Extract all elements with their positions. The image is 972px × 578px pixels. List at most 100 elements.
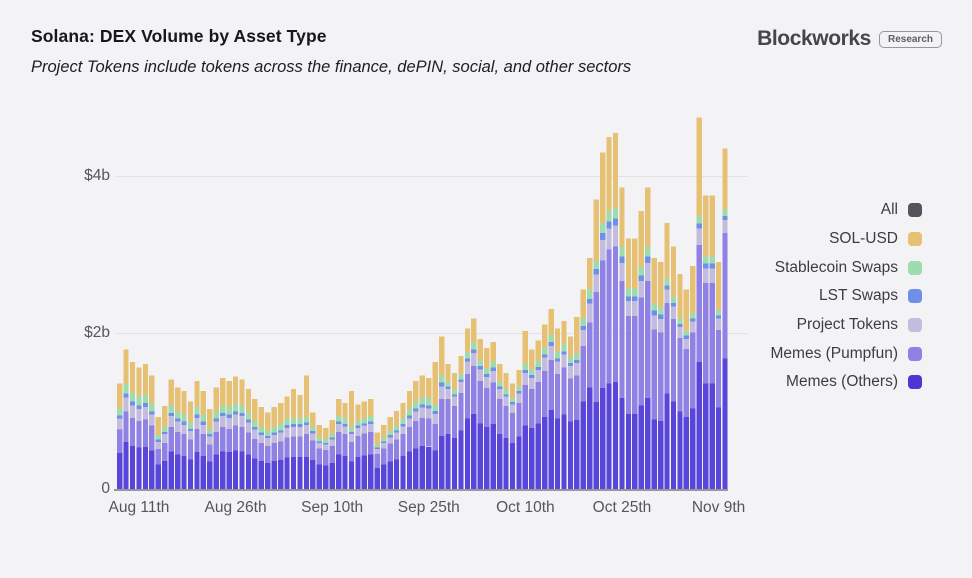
bar-segment[interactable] (561, 414, 567, 489)
bar-segment[interactable] (451, 389, 458, 395)
bar-segment[interactable] (271, 460, 277, 489)
bar-segment[interactable] (529, 427, 535, 489)
bar-segment[interactable] (129, 405, 136, 418)
bar-segment[interactable] (342, 434, 348, 457)
bar-segment[interactable] (258, 460, 264, 489)
bar-segment[interactable] (200, 421, 207, 425)
bar-segment[interactable] (445, 386, 451, 389)
bar-segment[interactable] (400, 418, 406, 425)
bar-segment[interactable] (419, 397, 425, 405)
bar-segment[interactable] (522, 363, 529, 371)
bar-segment[interactable] (670, 302, 677, 307)
bar-segment[interactable] (387, 435, 393, 438)
bar-segment[interactable] (239, 405, 245, 414)
bar-segment[interactable] (361, 433, 368, 456)
bar-segment[interactable] (258, 442, 264, 461)
bar-segment[interactable] (419, 375, 425, 398)
bar-segment[interactable] (232, 403, 239, 412)
bar-segment[interactable] (612, 207, 619, 219)
bar-segment[interactable] (207, 434, 213, 437)
bar-segment[interactable] (496, 388, 503, 400)
bar-segment[interactable] (715, 315, 722, 319)
bar-segment[interactable] (213, 411, 219, 419)
bar-segment[interactable] (355, 427, 361, 436)
bar-segment[interactable] (361, 417, 368, 424)
bar-segment[interactable] (290, 456, 297, 489)
bar-segment[interactable] (400, 434, 406, 457)
bar-segment[interactable] (516, 436, 522, 489)
bar-segment[interactable] (451, 396, 458, 407)
bar-segment[interactable] (542, 354, 548, 358)
bar-segment[interactable] (477, 369, 483, 382)
bar-segment[interactable] (323, 444, 329, 450)
bar-segment[interactable] (213, 387, 219, 412)
bar-segment[interactable] (574, 316, 580, 354)
bar-segment[interactable] (278, 424, 284, 431)
bar-segment[interactable] (226, 414, 232, 418)
bar-segment[interactable] (342, 426, 348, 435)
bar-segment[interactable] (471, 349, 477, 353)
bar-segment[interactable] (587, 289, 593, 299)
bar-segment[interactable] (232, 411, 239, 415)
bar-segment[interactable] (187, 459, 194, 489)
bar-segment[interactable] (303, 434, 310, 457)
bar-segment[interactable] (284, 418, 290, 425)
bar-segment[interactable] (297, 427, 303, 437)
bar-segment[interactable] (554, 328, 561, 353)
bar-segment[interactable] (174, 421, 181, 432)
bar-segment[interactable] (509, 404, 516, 414)
bar-segment[interactable] (638, 405, 644, 489)
bar-segment[interactable] (316, 424, 322, 438)
bar-segment[interactable] (593, 291, 599, 403)
bar-segment[interactable] (419, 445, 425, 489)
legend-item-memes-pumpfun[interactable]: Memes (Pumpfun) (771, 339, 922, 368)
bar-segment[interactable] (387, 430, 393, 435)
bar-segment[interactable] (278, 432, 284, 442)
bar-segment[interactable] (496, 381, 503, 387)
bar-segment[interactable] (439, 382, 445, 387)
bar-segment[interactable] (484, 368, 490, 374)
bar-segment[interactable] (355, 456, 361, 489)
bar-segment[interactable] (619, 398, 625, 489)
bar-segment[interactable] (690, 321, 696, 333)
bar-segment[interactable] (374, 444, 380, 448)
bar-segment[interactable] (426, 418, 432, 447)
bar-segment[interactable] (670, 319, 677, 402)
bar-segment[interactable] (580, 345, 586, 402)
bar-segment[interactable] (142, 402, 149, 407)
bar-segment[interactable] (471, 352, 477, 367)
bar-segment[interactable] (361, 425, 368, 434)
bar-segment[interactable] (645, 262, 651, 281)
bar-segment[interactable] (136, 447, 142, 489)
bar-segment[interactable] (200, 424, 207, 435)
bar-segment[interactable] (245, 412, 252, 420)
bar-segment[interactable] (213, 431, 219, 455)
bar-segment[interactable] (587, 298, 593, 304)
bar-segment[interactable] (516, 370, 522, 387)
bar-segment[interactable] (542, 324, 548, 349)
bar-segment[interactable] (400, 424, 406, 427)
bar-segment[interactable] (123, 442, 129, 489)
bar-segment[interactable] (335, 399, 342, 417)
bar-segment[interactable] (612, 225, 619, 247)
bar-segment[interactable] (445, 363, 451, 382)
bar-segment[interactable] (432, 450, 438, 489)
bar-segment[interactable] (342, 418, 348, 425)
bar-segment[interactable] (117, 418, 123, 430)
bar-segment[interactable] (278, 441, 284, 461)
bar-segment[interactable] (496, 386, 503, 389)
bar-segment[interactable] (310, 431, 316, 434)
bar-segment[interactable] (477, 423, 483, 489)
bar-segment[interactable] (271, 442, 277, 461)
bar-segment[interactable] (561, 354, 567, 368)
bar-segment[interactable] (619, 256, 625, 263)
bar-segment[interactable] (245, 454, 252, 489)
bar-segment[interactable] (445, 388, 451, 400)
bar-segment[interactable] (612, 246, 619, 382)
bar-segment[interactable] (451, 406, 458, 439)
bar-segment[interactable] (509, 398, 516, 403)
bar-segment[interactable] (290, 388, 297, 418)
bar-segment[interactable] (335, 431, 342, 455)
bar-segment[interactable] (439, 374, 445, 383)
bar-segment[interactable] (381, 437, 387, 442)
